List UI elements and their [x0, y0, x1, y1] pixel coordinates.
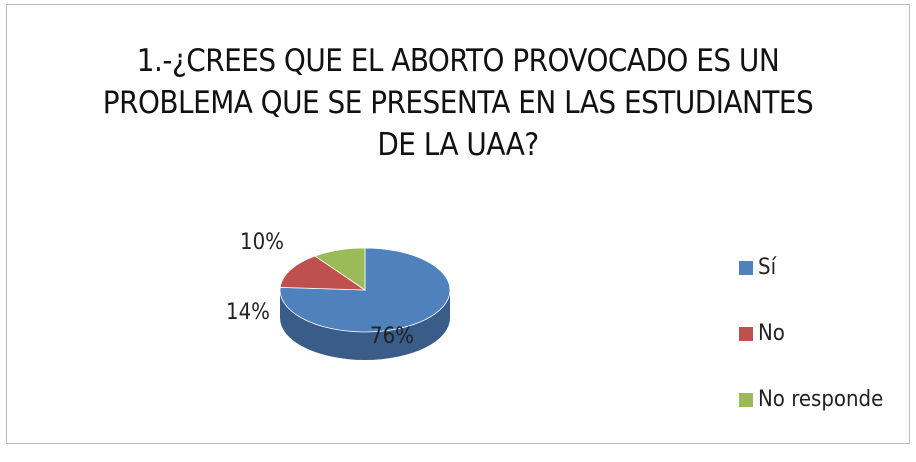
pie-slice [279, 255, 367, 291]
chart-title: 1.-¿CREES QUE EL ABORTO PROVOCADO ES UN … [102, 43, 814, 163]
legend-swatch [739, 393, 753, 407]
legend-label: No [758, 321, 785, 346]
pie-side [280, 290, 450, 360]
chart-frame [6, 4, 910, 444]
pie-slice [279, 247, 451, 333]
legend-swatch [739, 327, 753, 341]
legend-label: No responde [758, 387, 883, 412]
data-label: 14% [226, 300, 270, 325]
pie-slice [314, 247, 366, 291]
legend-label: Sí [758, 255, 778, 280]
data-label: 10% [240, 230, 284, 255]
data-label: 76% [370, 324, 414, 349]
legend-swatch [739, 261, 753, 275]
